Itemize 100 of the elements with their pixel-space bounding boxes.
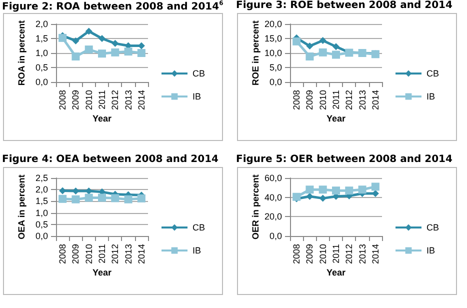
point: [84, 46, 93, 54]
y-tick-label: 40,0: [264, 192, 282, 202]
x-tick-label: 2009: [70, 90, 81, 110]
point: [72, 52, 80, 60]
point: [85, 187, 92, 194]
legend-label: IB: [426, 246, 436, 256]
chart-title: Figure 4: OEA between 2008 and 2014: [2, 154, 218, 165]
x-tick-label: 2012: [110, 90, 120, 110]
y-axis-title: ROA in percent: [16, 20, 26, 86]
point: [137, 194, 146, 202]
x-tick-label: 2011: [331, 90, 341, 110]
x-tick-label: 2013: [357, 244, 368, 264]
legend-label: IB: [192, 246, 202, 256]
point: [98, 50, 106, 58]
x-axis-title: Year: [92, 114, 112, 124]
y-tick-label: 0,5: [35, 62, 48, 72]
y-tick-label: 20,0: [264, 19, 282, 29]
x-tick-label: 2010: [84, 90, 94, 110]
point: [306, 42, 314, 50]
y-tick-label: 2,0: [35, 19, 48, 29]
chart-title: Figure 5: OER between 2008 and 2014: [236, 154, 452, 165]
point: [332, 186, 340, 195]
legend-label: CB: [426, 222, 440, 232]
point: [98, 35, 106, 42]
y-tick-label: 1,5: [35, 34, 48, 44]
point: [124, 195, 132, 204]
x-tick-label: 2013: [357, 90, 368, 110]
point: [306, 186, 314, 194]
x-tick-label: 2008: [58, 90, 68, 110]
y-tick-label: 60,0: [264, 173, 282, 183]
y-tick-label: 10,0: [264, 48, 282, 58]
y-tick-label: 0,0: [269, 231, 282, 241]
point: [111, 194, 120, 202]
point: [371, 182, 380, 191]
y-tick-label: 0,5: [35, 219, 48, 230]
y-tick-label: 2,0: [35, 184, 48, 195]
y-tick-label: 20,0: [264, 212, 282, 222]
x-tick-label: 2014: [370, 244, 380, 264]
point: [306, 52, 314, 60]
y-tick-label: 15,0: [264, 34, 282, 44]
x-axis-title: Year: [326, 114, 346, 124]
point: [292, 192, 301, 201]
point: [319, 194, 326, 202]
y-tick-label: 1,0: [35, 48, 48, 58]
point: [72, 37, 80, 44]
point: [292, 37, 301, 46]
x-tick-label: 2012: [110, 244, 120, 264]
x-tick-label: 2012: [344, 90, 354, 110]
x-tick-label: 2011: [331, 244, 341, 264]
y-tick-label: 5,0: [269, 62, 282, 72]
point: [84, 194, 93, 202]
y-tick-label: 0,0: [35, 77, 48, 87]
chart-title: Figure 2: ROA between 2008 and 2014$^{6}$: [2, 0, 224, 12]
x-tick-label: 2008: [58, 244, 68, 264]
point: [58, 194, 67, 203]
x-tick-label: 2009: [304, 90, 315, 110]
y-axis-title: OER in percent: [250, 174, 260, 240]
x-tick-label: 2014: [370, 90, 380, 110]
point: [319, 37, 326, 44]
legend-label: CB: [192, 222, 206, 232]
y-axis-title: ROE in percent: [250, 20, 260, 86]
y-tick-label: 1,0: [35, 208, 48, 218]
point: [358, 186, 366, 194]
x-tick-label: 2010: [318, 90, 328, 110]
point: [318, 48, 327, 56]
y-axis-title: OEA in percent: [16, 174, 26, 240]
y-tick-label: 1,5: [35, 196, 48, 206]
legend-label: CB: [192, 68, 206, 78]
x-tick-label: 2011: [97, 90, 107, 110]
point: [72, 195, 80, 204]
point: [306, 192, 314, 200]
point: [98, 194, 106, 202]
point: [85, 28, 92, 35]
x-tick-label: 2012: [344, 244, 354, 264]
chart-title: Figure 3: ROE between 2008 and 2014: [236, 0, 452, 11]
x-axis-title: Year: [92, 268, 112, 278]
x-tick-label: 2013: [123, 90, 134, 110]
x-tick-label: 2011: [97, 244, 107, 264]
point: [137, 49, 146, 57]
point: [72, 187, 80, 194]
point: [112, 40, 119, 47]
x-tick-label: 2008: [292, 244, 302, 264]
legend-label: CB: [426, 68, 440, 78]
x-tick-label: 2009: [70, 244, 81, 264]
x-tick-label: 2013: [123, 244, 134, 264]
x-tick-label: 2014: [136, 90, 146, 110]
y-tick-label: 0,0: [35, 231, 48, 241]
point: [111, 48, 120, 56]
x-axis-title: Year: [326, 268, 346, 278]
point: [332, 50, 340, 59]
x-tick-label: 2010: [318, 244, 328, 264]
point: [318, 186, 327, 194]
legend-label: IB: [192, 92, 202, 102]
x-tick-label: 2014: [136, 244, 146, 264]
point: [124, 48, 132, 56]
legend-label: IB: [426, 92, 436, 102]
point: [58, 34, 67, 42]
y-tick-label: 0,0: [269, 77, 282, 87]
point: [332, 43, 340, 50]
x-tick-label: 2010: [84, 244, 94, 264]
